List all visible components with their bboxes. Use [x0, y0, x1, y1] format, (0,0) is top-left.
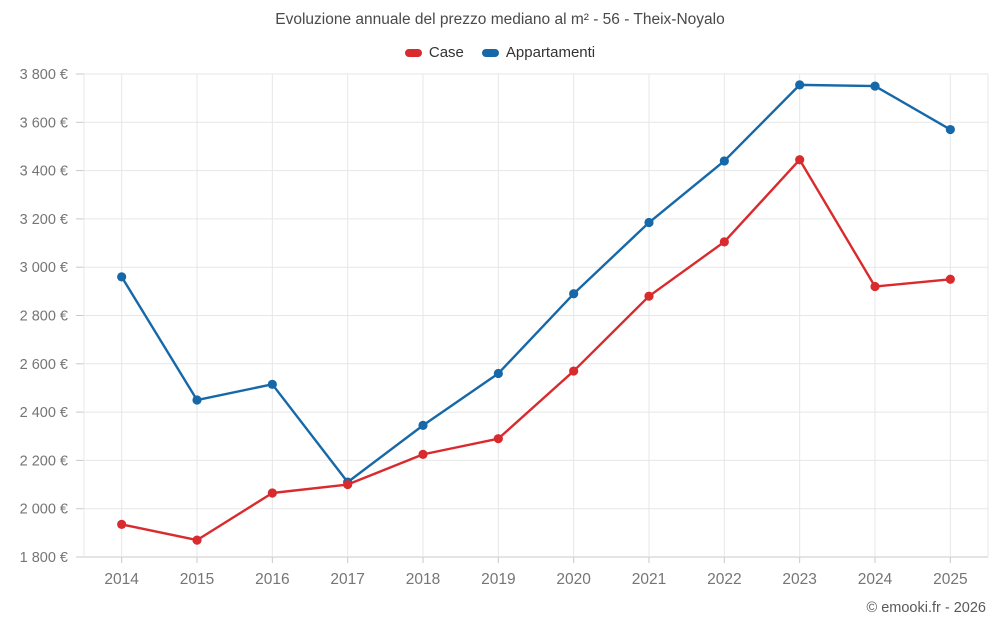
data-point-appartamenti-2021[interactable] [644, 217, 654, 228]
series-line-appartamenti [120, 83, 952, 484]
data-point-case-2014[interactable] [117, 519, 127, 529]
y-tick-label: 2 000 € [20, 502, 68, 518]
data-point-case-2025[interactable] [945, 274, 955, 284]
data-point-case-2021[interactable] [644, 291, 654, 301]
data-point-appartamenti-2025[interactable] [945, 124, 955, 135]
x-tick-label: 2021 [632, 571, 666, 588]
x-tick-label: 2023 [782, 571, 816, 588]
x-tick-label: 2018 [406, 571, 440, 588]
data-point-case-2024[interactable] [870, 281, 880, 292]
data-point-case-2015[interactable] [192, 535, 202, 545]
data-point-case-2017[interactable] [343, 479, 353, 490]
case-series-swatch-icon [404, 48, 422, 57]
x-tick-label: 2015 [180, 571, 214, 588]
series-line-case [120, 158, 952, 542]
data-point-case-2018[interactable] [418, 449, 428, 459]
legend-item-case[interactable]: Case [404, 44, 464, 61]
data-point-appartamenti-2015[interactable] [192, 395, 202, 405]
x-tick-label: 2014 [104, 571, 139, 588]
y-tick-label: 3 400 € [20, 164, 68, 180]
appartamenti-series-swatch-icon [481, 48, 499, 57]
data-point-appartamenti-2019[interactable] [493, 368, 503, 379]
y-tick-label: 2 200 € [20, 453, 68, 469]
legend-item-appartamenti[interactable]: Appartamenti [481, 44, 596, 61]
y-tick-label: 2 400 € [20, 405, 68, 421]
data-point-case-2022[interactable] [719, 237, 729, 247]
data-point-appartamenti-2018[interactable] [418, 420, 428, 430]
data-point-case-2023[interactable] [795, 155, 805, 165]
data-point-appartamenti-2014[interactable] [117, 272, 127, 282]
y-tick-label: 2 600 € [20, 357, 68, 373]
data-point-case-2019[interactable] [493, 434, 503, 444]
x-tick-label: 2016 [255, 571, 289, 588]
data-point-appartamenti-2022[interactable] [719, 156, 729, 166]
chart-legend: Case Appartamenti [0, 44, 1000, 61]
y-tick-label: 3 600 € [20, 115, 68, 131]
x-tick-label: 2020 [556, 571, 591, 588]
data-point-case-2020[interactable] [569, 366, 579, 376]
data-point-appartamenti-2023[interactable] [795, 80, 805, 90]
y-tick-label: 3 200 € [20, 212, 68, 228]
x-tick-label: 2022 [707, 571, 741, 588]
y-tick-label: 3 000 € [20, 260, 68, 276]
data-point-appartamenti-2020[interactable] [569, 289, 579, 299]
data-point-appartamenti-2024[interactable] [870, 81, 880, 91]
credits-link[interactable]: © emooki.fr - 2026 [866, 600, 986, 616]
legend-label-appartamenti: Appartamenti [505, 44, 596, 61]
data-point-case-2016[interactable] [267, 488, 277, 498]
chart-title: Evoluzione annuale del prezzo mediano al… [275, 11, 725, 28]
x-tick-label: 2019 [481, 571, 515, 588]
x-tick-label: 2024 [858, 571, 893, 588]
x-tick-label: 2025 [933, 571, 967, 588]
x-tick-label: 2017 [330, 571, 364, 588]
y-tick-label: 1 800 € [20, 550, 68, 566]
y-tick-label: 2 800 € [20, 309, 68, 325]
y-tick-label: 3 800 € [20, 67, 68, 83]
data-point-appartamenti-2016[interactable] [267, 379, 277, 389]
legend-label-case: Case [428, 44, 464, 61]
